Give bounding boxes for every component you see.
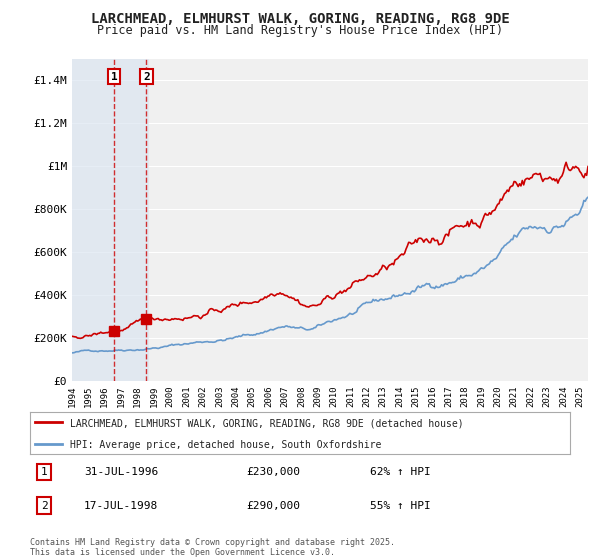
Text: 1: 1 (41, 467, 47, 477)
Text: 55% ↑ HPI: 55% ↑ HPI (370, 501, 431, 511)
Bar (72, 59, 149, 381)
Text: Contains HM Land Registry data © Crown copyright and database right 2025.
This d: Contains HM Land Registry data © Crown c… (30, 538, 395, 557)
Text: 17-JUL-1998: 17-JUL-1998 (84, 501, 158, 511)
Text: 2: 2 (41, 501, 47, 511)
Text: 1: 1 (111, 72, 118, 82)
Text: £230,000: £230,000 (246, 467, 300, 477)
Text: Price paid vs. HM Land Registry's House Price Index (HPI): Price paid vs. HM Land Registry's House … (97, 24, 503, 37)
Text: £290,000: £290,000 (246, 501, 300, 511)
Text: 2: 2 (143, 72, 150, 82)
Text: 31-JUL-1996: 31-JUL-1996 (84, 467, 158, 477)
Text: LARCHMEAD, ELMHURST WALK, GORING, READING, RG8 9DE (detached house): LARCHMEAD, ELMHURST WALK, GORING, READIN… (71, 418, 464, 428)
Text: HPI: Average price, detached house, South Oxfordshire: HPI: Average price, detached house, Sout… (71, 440, 382, 450)
Text: LARCHMEAD, ELMHURST WALK, GORING, READING, RG8 9DE: LARCHMEAD, ELMHURST WALK, GORING, READIN… (91, 12, 509, 26)
Text: 62% ↑ HPI: 62% ↑ HPI (370, 467, 431, 477)
